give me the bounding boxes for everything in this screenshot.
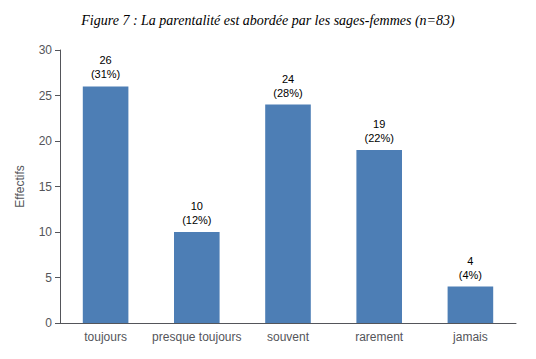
svg-text:Effectifs: Effectifs: [13, 165, 27, 207]
svg-text:(22%): (22%): [365, 132, 394, 144]
svg-text:24: 24: [282, 73, 294, 85]
svg-text:presque toujours: presque toujours: [152, 330, 241, 344]
svg-text:10: 10: [191, 200, 203, 212]
svg-text:30: 30: [39, 43, 53, 57]
svg-text:10: 10: [39, 225, 53, 239]
svg-text:25: 25: [39, 89, 53, 103]
svg-text:(12%): (12%): [182, 214, 211, 226]
svg-text:26: 26: [99, 54, 111, 66]
svg-text:(4%): (4%): [459, 269, 482, 281]
svg-text:(31%): (31%): [91, 68, 120, 80]
svg-text:19: 19: [373, 118, 385, 130]
svg-text:souvent: souvent: [267, 330, 310, 344]
svg-text:Figure 7 : La parentalité est: Figure 7 : La parentalité est abordée pa…: [80, 13, 455, 29]
svg-text:5: 5: [45, 271, 52, 285]
svg-text:20: 20: [39, 134, 53, 148]
svg-text:(28%): (28%): [273, 87, 302, 99]
svg-text:15: 15: [39, 180, 53, 194]
svg-text:4: 4: [467, 255, 473, 267]
svg-text:toujours: toujours: [84, 330, 127, 344]
svg-text:0: 0: [45, 316, 52, 330]
svg-text:jamais: jamais: [452, 330, 488, 344]
svg-text:rarement: rarement: [355, 330, 404, 344]
